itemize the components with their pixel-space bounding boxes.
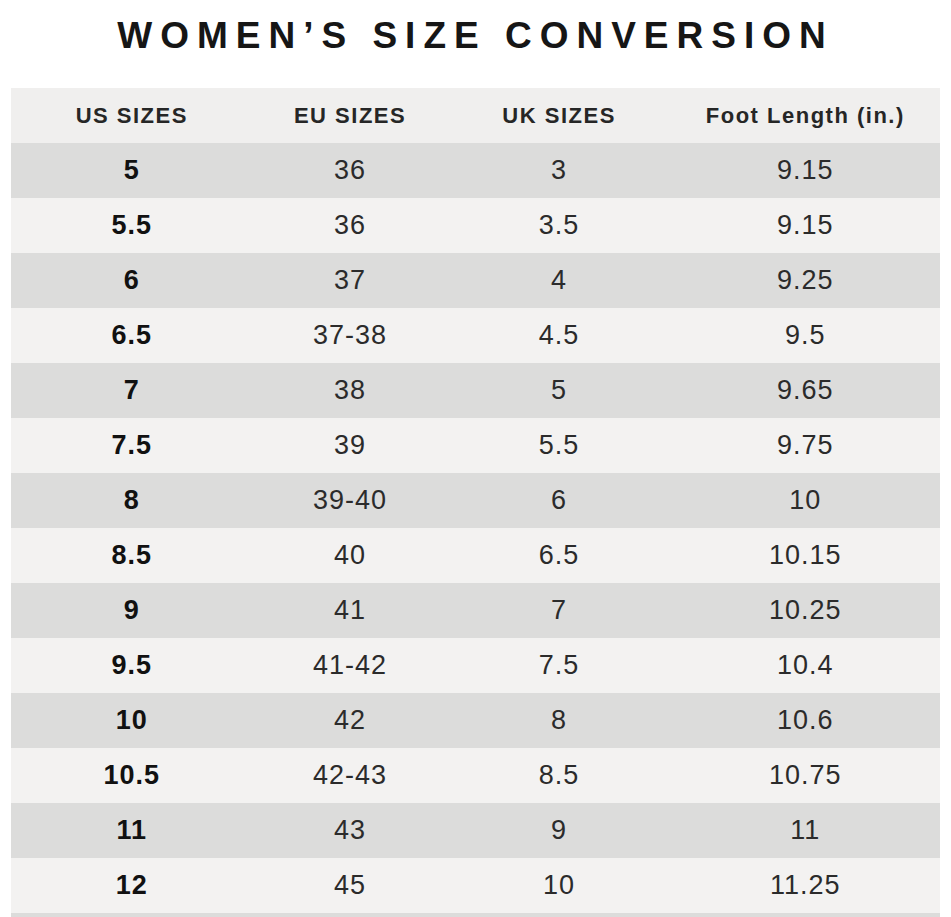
foot-length-cell: 11 [671, 803, 940, 858]
column-header-eu-sizes: EU SIZES [253, 88, 448, 143]
foot-length-cell: 10.25 [671, 583, 940, 638]
foot-length-cell: 10.15 [671, 528, 940, 583]
foot-length-cell: 11.25 [671, 858, 940, 913]
uk-size-cell: 7.5 [448, 638, 671, 693]
table-row: 1042810.6 [11, 693, 940, 748]
table-body: 53639.155.5363.59.1563749.256.537-384.59… [11, 143, 940, 913]
foot-length-cell: 9.75 [671, 418, 940, 473]
foot-length-cell: 10 [671, 473, 940, 528]
column-header-uk-sizes: UK SIZES [448, 88, 671, 143]
eu-size-cell: 36 [253, 198, 448, 253]
eu-size-cell: 40 [253, 528, 448, 583]
table-row: 839-40610 [11, 473, 940, 528]
us-size-cell: 10 [11, 693, 253, 748]
uk-size-cell: 8.5 [448, 748, 671, 803]
uk-size-cell: 4.5 [448, 308, 671, 363]
uk-size-cell: 3 [448, 143, 671, 198]
foot-length-cell: 10.6 [671, 693, 940, 748]
us-size-cell: 7.5 [11, 418, 253, 473]
us-size-cell: 7 [11, 363, 253, 418]
partial-row [11, 913, 940, 917]
foot-length-cell: 9.65 [671, 363, 940, 418]
eu-size-cell: 43 [253, 803, 448, 858]
foot-length-cell: 9.5 [671, 308, 940, 363]
table-row: 9.541-427.510.4 [11, 638, 940, 693]
us-size-cell: 5 [11, 143, 253, 198]
us-size-cell: 11 [11, 803, 253, 858]
table-row: 7.5395.59.75 [11, 418, 940, 473]
foot-length-cell: 10.4 [671, 638, 940, 693]
uk-size-cell: 10 [448, 858, 671, 913]
eu-size-cell: 37-38 [253, 308, 448, 363]
foot-length-cell: 9.15 [671, 198, 940, 253]
column-header-us-sizes: US SIZES [11, 88, 253, 143]
foot-length-cell: 10.75 [671, 748, 940, 803]
size-conversion-table: US SIZESEU SIZESUK SIZESFoot Length (in.… [11, 88, 940, 917]
uk-size-cell: 4 [448, 253, 671, 308]
page-title: WOMEN’S SIZE CONVERSION [0, 15, 951, 57]
table-row: 10.542-438.510.75 [11, 748, 940, 803]
eu-size-cell: 41-42 [253, 638, 448, 693]
us-size-cell: 6 [11, 253, 253, 308]
eu-size-cell: 45 [253, 858, 448, 913]
us-size-cell: 8 [11, 473, 253, 528]
eu-size-cell: 36 [253, 143, 448, 198]
us-size-cell: 5.5 [11, 198, 253, 253]
us-size-cell: 10.5 [11, 748, 253, 803]
eu-size-cell: 41 [253, 583, 448, 638]
table-header-row: US SIZESEU SIZESUK SIZESFoot Length (in.… [11, 88, 940, 143]
uk-size-cell: 5 [448, 363, 671, 418]
uk-size-cell: 5.5 [448, 418, 671, 473]
table-row: 1143911 [11, 803, 940, 858]
us-size-cell: 12 [11, 858, 253, 913]
table-row: 73859.65 [11, 363, 940, 418]
eu-size-cell: 39-40 [253, 473, 448, 528]
eu-size-cell: 42-43 [253, 748, 448, 803]
us-size-cell: 9.5 [11, 638, 253, 693]
eu-size-cell: 39 [253, 418, 448, 473]
table-row: 5.5363.59.15 [11, 198, 940, 253]
table-row: 6.537-384.59.5 [11, 308, 940, 363]
uk-size-cell: 9 [448, 803, 671, 858]
table-row: 63749.25 [11, 253, 940, 308]
column-header-foot-length-in: Foot Length (in.) [671, 88, 940, 143]
eu-size-cell: 38 [253, 363, 448, 418]
us-size-cell: 9 [11, 583, 253, 638]
table-row: 8.5406.510.15 [11, 528, 940, 583]
uk-size-cell: 3.5 [448, 198, 671, 253]
table-row: 12451011.25 [11, 858, 940, 913]
eu-size-cell: 42 [253, 693, 448, 748]
table-row: 941710.25 [11, 583, 940, 638]
foot-length-cell: 9.25 [671, 253, 940, 308]
uk-size-cell: 8 [448, 693, 671, 748]
uk-size-cell: 6.5 [448, 528, 671, 583]
uk-size-cell: 7 [448, 583, 671, 638]
table-row: 53639.15 [11, 143, 940, 198]
us-size-cell: 6.5 [11, 308, 253, 363]
eu-size-cell: 37 [253, 253, 448, 308]
uk-size-cell: 6 [448, 473, 671, 528]
foot-length-cell: 9.15 [671, 143, 940, 198]
us-size-cell: 8.5 [11, 528, 253, 583]
